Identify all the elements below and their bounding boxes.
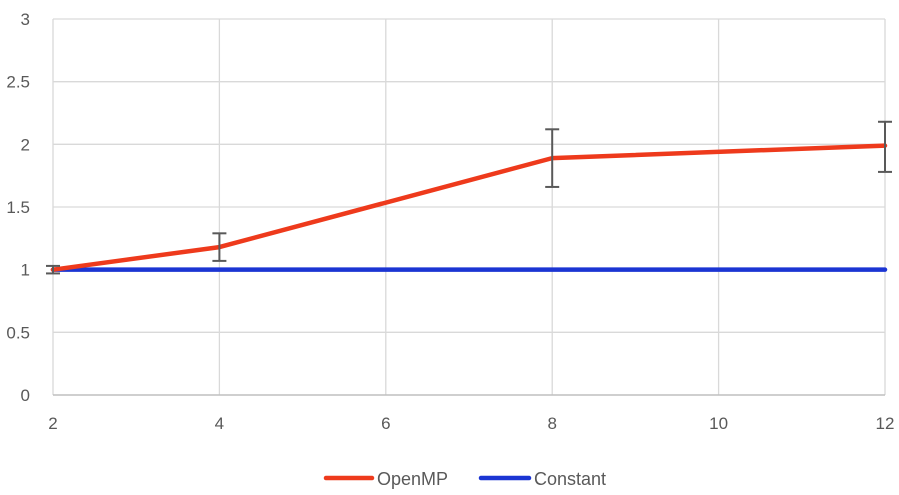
x-tick-label: 10 (709, 414, 728, 433)
y-tick-label: 2.5 (6, 73, 30, 92)
axes: 0 0.5 1 1.5 2 2.5 3 2 4 6 8 10 12 (6, 10, 894, 433)
gridlines (52, 18, 886, 395)
legend-item-openmp: OpenMP (323, 469, 448, 489)
x-tick-label: 2 (48, 414, 57, 433)
error-bars (46, 120, 892, 275)
y-tick-label: 1.5 (6, 198, 30, 217)
error-bar (545, 128, 560, 188)
y-tick-label: 3 (21, 10, 30, 29)
y-tick-label: 0 (21, 386, 30, 405)
x-tick-label: 6 (381, 414, 390, 433)
legend: OpenMP Constant (323, 469, 606, 489)
legend-label: Constant (534, 469, 606, 489)
y-tick-label: 2 (21, 135, 30, 154)
x-tick-label: 12 (876, 414, 895, 433)
error-bar (212, 232, 227, 262)
x-tick-label: 4 (215, 414, 224, 433)
legend-item-constant: Constant (478, 469, 606, 489)
legend-label: OpenMP (377, 469, 448, 489)
series-lines (50, 143, 888, 272)
error-bar (46, 264, 60, 275)
y-tick-label: 0.5 (6, 323, 30, 342)
error-bar (878, 120, 892, 173)
y-tick-label: 1 (21, 261, 30, 280)
x-tick-label: 8 (547, 414, 556, 433)
series-line-openmp (50, 143, 888, 272)
